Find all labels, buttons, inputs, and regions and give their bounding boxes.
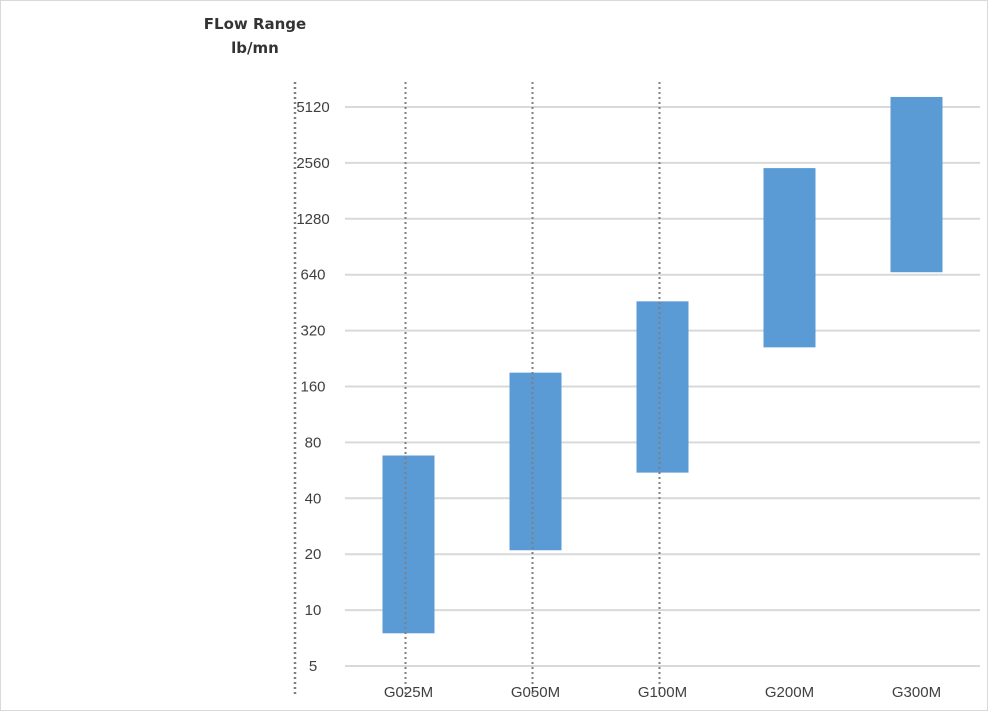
- range-bars: [382, 96, 943, 634]
- y-tick-160: 160: [300, 379, 325, 396]
- x-tick-g200m: G200M: [765, 684, 814, 701]
- y-tick-320: 320: [300, 323, 325, 340]
- dotted-drop-lines: [293, 82, 661, 694]
- range-bar-g050m: [509, 372, 562, 551]
- y-axis-title-line-2: lb/mn: [231, 39, 279, 57]
- y-tick-labels: 5 10 20 40 80 160 320 640 1280 2560 5120: [296, 99, 329, 675]
- x-tick-g025m: G025M: [384, 684, 433, 701]
- y-tick-20: 20: [305, 546, 322, 563]
- y-tick-40: 40: [305, 490, 322, 507]
- range-bar-g025m: [382, 455, 435, 634]
- y-tick-640: 640: [300, 267, 325, 284]
- y-tick-2560: 2560: [296, 155, 329, 172]
- y-axis-title-line-1: FLow Range: [203, 15, 307, 33]
- range-bar-g300m: [890, 96, 943, 273]
- y-axis-title: FLow Range lb/mn: [180, 12, 330, 60]
- range-bar-g200m: [763, 168, 816, 348]
- y-tick-1280: 1280: [296, 211, 329, 228]
- x-category-labels: G025M G050M G100M G200M G300M: [384, 684, 941, 701]
- x-tick-g100m: G100M: [638, 684, 687, 701]
- x-tick-g300m: G300M: [892, 684, 941, 701]
- y-tick-10: 10: [305, 602, 322, 619]
- y-tick-5120: 5120: [296, 99, 329, 116]
- x-tick-g050m: G050M: [511, 684, 560, 701]
- range-bar-g100m: [636, 301, 689, 473]
- y-tick-5: 5: [309, 658, 317, 675]
- y-tick-80: 80: [305, 434, 322, 451]
